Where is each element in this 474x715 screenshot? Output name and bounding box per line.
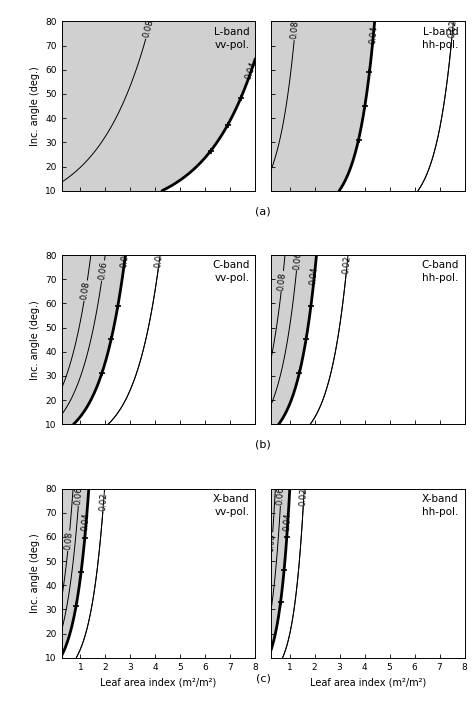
Text: X-band
hh-pol.: X-band hh-pol. [422,493,459,517]
Text: 0.04: 0.04 [283,513,293,531]
Text: 0.04: 0.04 [309,266,320,285]
Text: 0.04: 0.04 [119,249,131,268]
Text: 0.02: 0.02 [99,493,109,511]
Text: 0.06: 0.06 [276,486,286,506]
Text: (a): (a) [255,207,271,217]
Text: 0.04: 0.04 [368,25,379,44]
Text: C-band
vv-pol.: C-band vv-pol. [212,260,249,283]
Text: 0.06: 0.06 [74,486,84,506]
Text: (b): (b) [255,440,271,450]
Text: 0.08: 0.08 [267,533,277,552]
X-axis label: Leaf area index (m²/m²): Leaf area index (m²/m²) [310,677,426,687]
Text: 0.02: 0.02 [299,487,309,506]
Y-axis label: Inc. angle (deg.): Inc. angle (deg.) [30,533,40,613]
Text: X-band
vv-pol.: X-band vv-pol. [213,493,249,517]
Text: 0.02: 0.02 [342,255,353,274]
Text: 0.08: 0.08 [290,20,301,39]
X-axis label: Leaf area index (m²/m²): Leaf area index (m²/m²) [100,677,217,687]
Text: 0.06: 0.06 [292,251,303,270]
Text: 0.08: 0.08 [277,272,288,291]
Y-axis label: Inc. angle (deg.): Inc. angle (deg.) [30,300,40,380]
Text: 0.06: 0.06 [97,261,109,280]
Text: 0.02: 0.02 [447,19,458,38]
Text: 0.08: 0.08 [142,19,155,39]
Text: L-band
vv-pol.: L-band vv-pol. [214,26,249,50]
Text: 0.08: 0.08 [80,281,91,300]
Text: 0.04: 0.04 [244,60,259,81]
Text: C-band
hh-pol.: C-band hh-pol. [421,260,459,283]
Text: 0.02: 0.02 [154,249,165,268]
Text: 0.08: 0.08 [64,531,74,551]
Text: (c): (c) [255,674,271,684]
Text: L-band
hh-pol.: L-band hh-pol. [422,26,459,50]
Y-axis label: Inc. angle (deg.): Inc. angle (deg.) [30,66,40,146]
Text: 0.04: 0.04 [81,512,91,531]
